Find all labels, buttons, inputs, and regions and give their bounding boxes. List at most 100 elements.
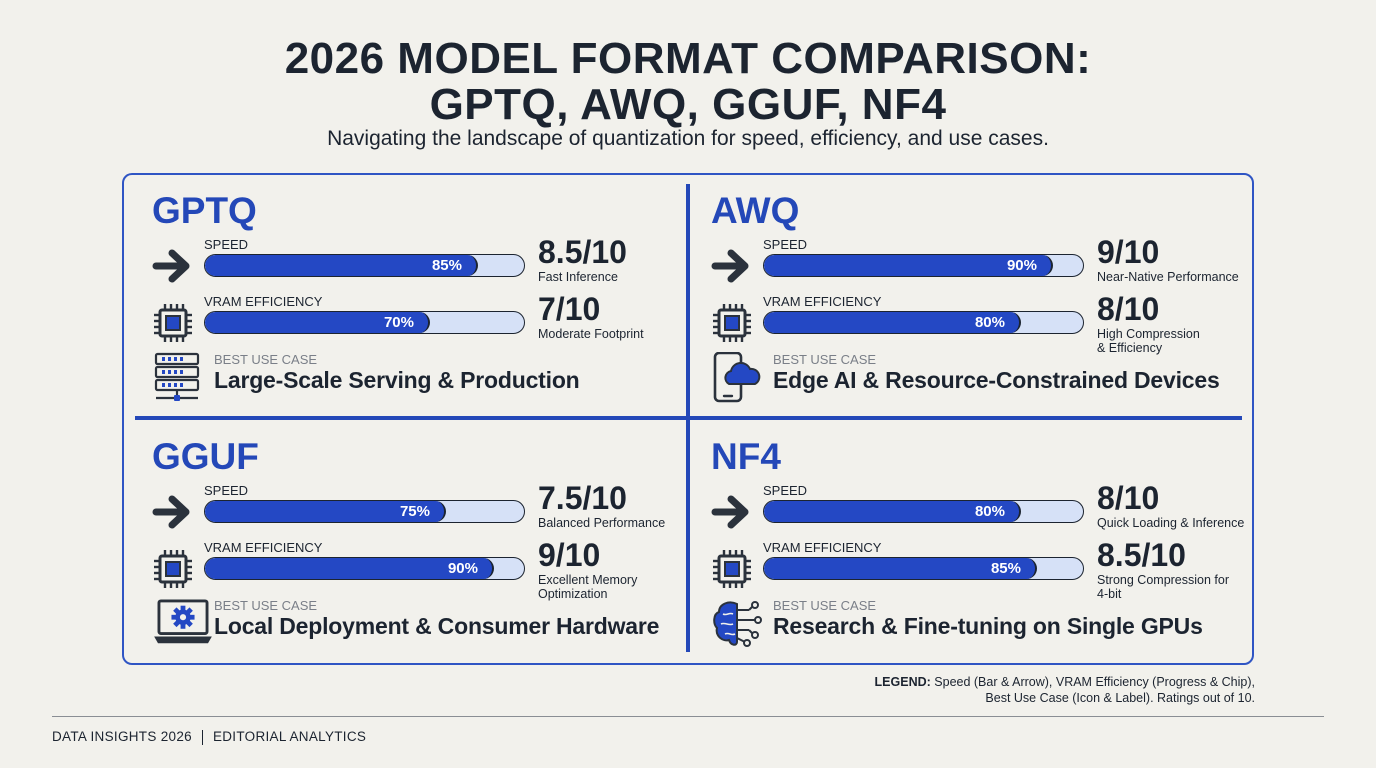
- use-case-label: BEST USE CASE: [773, 352, 877, 367]
- speed-metric: SPEED 85% 8.5/10 Fast Inference: [152, 234, 672, 289]
- horizontal-divider: [135, 416, 1242, 420]
- vram-percent: 90%: [447, 560, 478, 577]
- vram-bar-fill: [205, 558, 494, 579]
- speed-percent: 90%: [1006, 257, 1037, 274]
- format-name: GGUF: [152, 436, 259, 477]
- speed-note: Quick Loading & Inference: [1097, 516, 1245, 530]
- speed-bar-fill: [764, 501, 1021, 522]
- legend-line-1: Speed (Bar & Arrow), VRAM Efficiency (Pr…: [934, 675, 1255, 689]
- vram-bar: 85%: [763, 557, 1084, 580]
- speed-metric: SPEED 75% 7.5/10 Balanced Performance: [152, 480, 672, 535]
- format-name: GPTQ: [152, 190, 257, 231]
- format-name: AWQ: [711, 190, 800, 231]
- title-line-2: GPTQ, AWQ, GGUF, NF4: [429, 80, 947, 129]
- page-subtitle: Navigating the landscape of quantization…: [327, 127, 1049, 150]
- arrow-right-icon: [152, 491, 194, 533]
- speed-bar: 80%: [763, 500, 1084, 523]
- speed-bar: 75%: [204, 500, 525, 523]
- vram-bar-fill: [205, 312, 430, 333]
- laptop-gear-icon: [152, 598, 212, 650]
- vram-score: 8/10: [1097, 291, 1160, 327]
- use-case-label: BEST USE CASE: [214, 598, 318, 613]
- vram-bar: 80%: [763, 311, 1084, 334]
- vram-note: Moderate Footprint: [538, 327, 644, 341]
- vram-metric: VRAM EFFICIENCY 85% 8.5/10 Strong Compre…: [711, 537, 1231, 601]
- speed-percent: 75%: [399, 503, 430, 520]
- phone-cloud-icon: [711, 351, 763, 404]
- vram-percent: 80%: [974, 314, 1005, 331]
- use-case: BEST USE CASE Edge AI & Resource-Constra…: [711, 351, 1231, 404]
- footer: DATA INSIGHTS 2026 EDITORIAL ANALYTICS: [52, 729, 366, 745]
- use-case: BEST USE CASE Large-Scale Serving & Prod…: [152, 352, 672, 404]
- use-case-value: Large-Scale Serving & Production: [214, 367, 580, 393]
- speed-bar-fill: [205, 501, 446, 522]
- vram-bar: 70%: [204, 311, 525, 334]
- speed-score: 8/10: [1097, 480, 1160, 516]
- quadrant-gptq: GPTQ SPEED 85% 8.5/10 Fast Inference VRA…: [122, 180, 662, 415]
- quadrant-nf4: NF4 SPEED 80% 8/10 Quick Loading & Infer…: [681, 426, 1244, 661]
- footer-separator: [201, 729, 203, 745]
- use-case: BEST USE CASE Research & Fine-tuning on …: [711, 598, 1231, 650]
- footer-left: DATA INSIGHTS 2026: [52, 729, 192, 744]
- footer-right: EDITORIAL ANALYTICS: [212, 729, 367, 744]
- vram-label: VRAM EFFICIENCY: [763, 540, 882, 555]
- use-case-value: Local Deployment & Consumer Hardware: [214, 613, 660, 639]
- title-line-1: 2026 MODEL FORMAT COMPARISON:: [284, 34, 1092, 83]
- vram-score: 7/10: [538, 291, 601, 327]
- chip-icon: [711, 302, 753, 344]
- comparison-panel: [122, 173, 1254, 665]
- footer-divider: [52, 716, 1324, 717]
- page-title: 2026 MODEL FORMAT COMPARISON: GPTQ, AWQ,…: [0, 36, 1376, 128]
- speed-bar-fill: [764, 255, 1053, 276]
- chip-icon: [152, 548, 194, 590]
- speed-bar: 85%: [204, 254, 525, 277]
- vram-note: Strong Compression for 4-bit: [1097, 573, 1230, 601]
- legend: LEGEND: Speed (Bar & Arrow), VRAM Effici…: [835, 674, 1255, 706]
- vram-metric: VRAM EFFICIENCY 90% 9/10 Excellent Memor…: [152, 537, 672, 601]
- format-name: NF4: [711, 436, 781, 477]
- arrow-right-icon: [711, 245, 753, 287]
- vram-note: Excellent Memory Optimization: [538, 573, 638, 601]
- vram-score: 9/10: [538, 537, 601, 573]
- speed-note: Fast Inference: [538, 270, 618, 284]
- chip-icon: [711, 548, 753, 590]
- chip-icon: [152, 302, 194, 344]
- speed-score: 9/10: [1097, 234, 1160, 270]
- speed-metric: SPEED 80% 8/10 Quick Loading & Inference: [711, 480, 1244, 535]
- speed-metric: SPEED 90% 9/10 Near-Native Performance: [711, 234, 1239, 289]
- use-case-value: Research & Fine-tuning on Single GPUs: [773, 613, 1203, 639]
- arrow-right-icon: [711, 491, 753, 533]
- vram-metric: VRAM EFFICIENCY 80% 8/10 High Compressio…: [711, 291, 1231, 355]
- speed-note: Balanced Performance: [538, 516, 666, 530]
- speed-bar: 90%: [763, 254, 1084, 277]
- vram-bar-fill: [764, 558, 1037, 579]
- use-case-label: BEST USE CASE: [773, 598, 877, 613]
- vram-percent: 70%: [383, 314, 414, 331]
- use-case-value: Edge AI & Resource-Constrained Devices: [773, 367, 1220, 393]
- legend-label: LEGEND:: [874, 675, 931, 689]
- vram-bar-fill: [764, 312, 1021, 333]
- legend-line-2: Best Use Case (Icon & Label). Ratings ou…: [985, 691, 1255, 705]
- speed-label: SPEED: [763, 237, 808, 252]
- vram-metric: VRAM EFFICIENCY 70% 7/10 Moderate Footpr…: [152, 291, 672, 346]
- vram-label: VRAM EFFICIENCY: [204, 294, 323, 309]
- speed-note: Near-Native Performance: [1097, 270, 1239, 284]
- quadrant-gguf: GGUF SPEED 75% 7.5/10 Balanced Performan…: [122, 426, 665, 661]
- vram-score: 8.5/10: [1097, 537, 1186, 573]
- speed-score: 8.5/10: [538, 234, 627, 270]
- vram-note: High Compression & Efficiency: [1097, 327, 1200, 355]
- speed-bar-fill: [205, 255, 478, 276]
- vram-label: VRAM EFFICIENCY: [763, 294, 882, 309]
- speed-score: 7.5/10: [538, 480, 627, 516]
- brain-circuit-icon: [711, 598, 763, 650]
- use-case: BEST USE CASE Local Deployment & Consume…: [152, 598, 672, 650]
- arrow-right-icon: [152, 245, 194, 287]
- vram-bar: 90%: [204, 557, 525, 580]
- speed-label: SPEED: [204, 237, 249, 252]
- speed-label: SPEED: [763, 483, 808, 498]
- use-case-label: BEST USE CASE: [214, 352, 318, 367]
- speed-percent: 85%: [431, 257, 462, 274]
- speed-label: SPEED: [204, 483, 249, 498]
- vram-label: VRAM EFFICIENCY: [204, 540, 323, 555]
- server-rack-icon: [152, 352, 204, 404]
